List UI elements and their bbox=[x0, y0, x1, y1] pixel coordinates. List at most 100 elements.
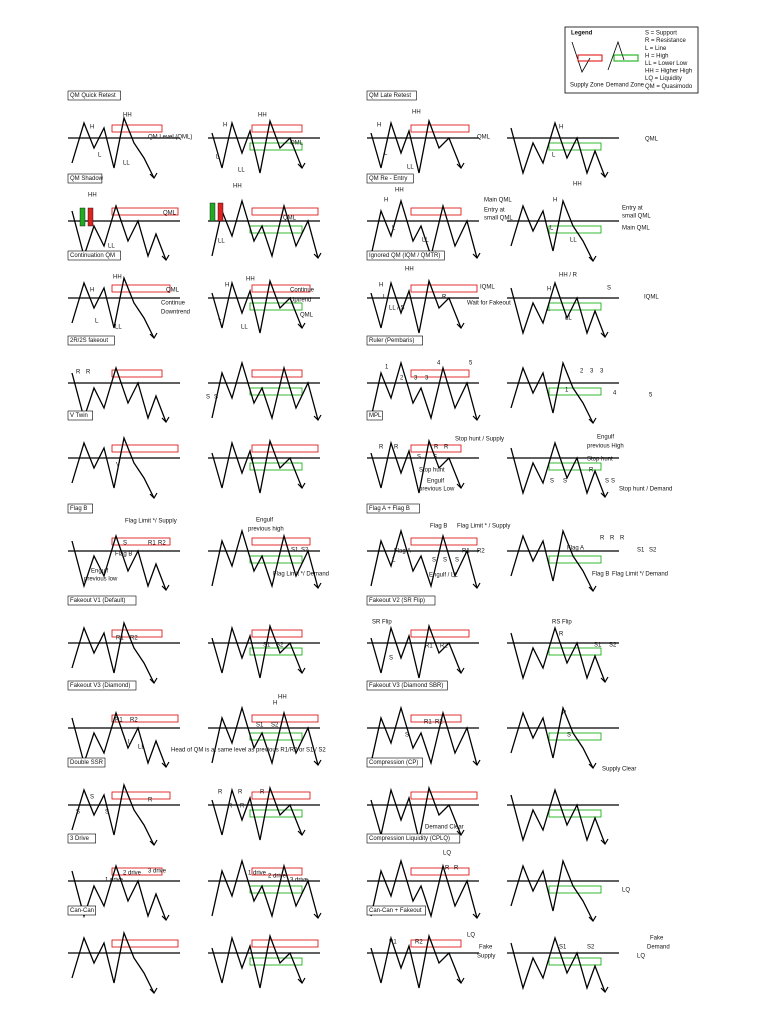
pattern-label: H bbox=[377, 123, 381, 129]
pattern-label: S2 bbox=[609, 643, 617, 649]
pattern-label: S bbox=[611, 479, 615, 485]
arrow-head bbox=[456, 162, 465, 169]
pattern-label: HH / R bbox=[559, 273, 578, 279]
panel-title: Can-Can + Fakeout bbox=[369, 908, 422, 914]
arrow-head bbox=[600, 676, 609, 683]
pattern-label: S bbox=[567, 733, 571, 739]
pattern-label: L bbox=[550, 226, 554, 232]
price-path bbox=[510, 705, 594, 769]
price-path bbox=[510, 787, 606, 845]
price-path bbox=[370, 278, 462, 334]
arrow-head bbox=[149, 677, 158, 684]
pattern-label: S bbox=[105, 810, 109, 816]
pattern-label: R bbox=[260, 790, 265, 796]
arrow-head bbox=[149, 492, 158, 499]
pattern-label: R1 bbox=[389, 940, 397, 946]
panel-title: Ruler (Pembaris) bbox=[369, 338, 414, 344]
pattern-panel: Fakeout V1 (Default) R1 R2 S1 S2 bbox=[67, 595, 320, 684]
price-path bbox=[510, 120, 606, 178]
pattern-label: Main QML bbox=[484, 198, 512, 204]
pattern-label: Head of QM is at same level as previous … bbox=[171, 748, 326, 754]
panel-title: 3 Drive bbox=[70, 836, 90, 842]
pattern-panel: Compression (CP) Demand Clear Supply Clear bbox=[366, 757, 636, 845]
panel-title: Fakeout V3 (Diamond) bbox=[70, 683, 130, 689]
pattern-label: S2 bbox=[649, 548, 657, 554]
legend-demand-label: Demand Zone bbox=[606, 83, 645, 89]
pattern-label: H bbox=[547, 287, 551, 293]
pattern-label: R bbox=[444, 445, 449, 451]
arrow-head bbox=[600, 491, 609, 498]
supply-zone bbox=[111, 444, 179, 453]
supply-zone bbox=[410, 791, 478, 800]
supply-zone bbox=[251, 537, 311, 546]
pattern-label: L bbox=[384, 151, 388, 157]
pattern-label: 1 drive bbox=[248, 871, 267, 877]
price-path bbox=[211, 198, 319, 259]
price-path bbox=[370, 785, 462, 841]
supply-zone bbox=[251, 124, 303, 133]
supply-zone bbox=[410, 284, 478, 293]
arrow-head bbox=[161, 914, 170, 921]
pattern-label: 2 bbox=[580, 369, 584, 375]
arrow-head bbox=[297, 829, 306, 836]
price-path bbox=[71, 435, 155, 499]
title-box bbox=[67, 680, 137, 691]
legend-item: LL = Lower Low bbox=[645, 61, 688, 67]
price-path bbox=[71, 365, 167, 423]
arrow-head bbox=[588, 915, 597, 922]
price-path bbox=[510, 935, 606, 993]
pattern-label: R2 bbox=[415, 940, 423, 946]
demand-zone bbox=[249, 885, 303, 894]
price-path bbox=[510, 625, 606, 683]
pattern-label: S2 bbox=[301, 548, 309, 554]
pattern-label: Flag A bbox=[567, 546, 584, 552]
demand-zone bbox=[249, 225, 303, 234]
legend-title: Legend bbox=[571, 31, 593, 37]
pattern-label: V bbox=[116, 463, 120, 469]
legend-line bbox=[571, 41, 591, 73]
pattern-label: R bbox=[454, 866, 459, 872]
pattern-label: S1 bbox=[559, 945, 567, 951]
pattern-label: S bbox=[76, 810, 80, 816]
demand-zone bbox=[548, 957, 602, 966]
pattern-label: S bbox=[123, 541, 127, 547]
arrow-head bbox=[472, 414, 481, 421]
arrow-head bbox=[297, 977, 306, 984]
pattern-label: L bbox=[95, 319, 99, 325]
panel-title: QM Re - Entry bbox=[369, 176, 407, 182]
supply-zone bbox=[251, 867, 303, 876]
pattern-label: 1 drive bbox=[105, 878, 124, 884]
demand-zone bbox=[249, 462, 303, 471]
pattern-label: 2 drive bbox=[123, 871, 142, 877]
supply-zone bbox=[111, 867, 163, 876]
price-path bbox=[71, 863, 167, 921]
price-path bbox=[71, 930, 155, 994]
title-box bbox=[366, 833, 461, 844]
price-path bbox=[370, 705, 478, 766]
pattern-label: LL bbox=[422, 238, 429, 244]
pattern-label: S bbox=[389, 656, 393, 662]
price-path bbox=[370, 528, 478, 589]
pattern-label: R bbox=[442, 295, 447, 301]
legend-item: R = Resistance bbox=[645, 38, 687, 44]
panel-title: V Twin bbox=[70, 413, 88, 419]
price-path bbox=[370, 118, 462, 174]
pattern-label: R1 bbox=[425, 644, 433, 650]
arrow-head bbox=[456, 977, 465, 984]
pattern-label: Demand bbox=[647, 945, 670, 951]
panel-title: Double SSR bbox=[70, 760, 104, 766]
pattern-label: R bbox=[238, 790, 243, 796]
demand-zone bbox=[249, 957, 303, 966]
price-path bbox=[510, 440, 606, 498]
legend-box bbox=[564, 26, 699, 94]
candle bbox=[209, 202, 216, 222]
arrow-head bbox=[149, 839, 158, 846]
pattern-label: R bbox=[562, 711, 567, 717]
arrow-head bbox=[161, 761, 170, 768]
pattern-panel: Flag A + Flag B Flag B Flag Limit * / Supp… bbox=[366, 503, 668, 592]
pattern-label: 4 bbox=[437, 361, 441, 367]
pattern-label: R2 bbox=[130, 718, 138, 724]
